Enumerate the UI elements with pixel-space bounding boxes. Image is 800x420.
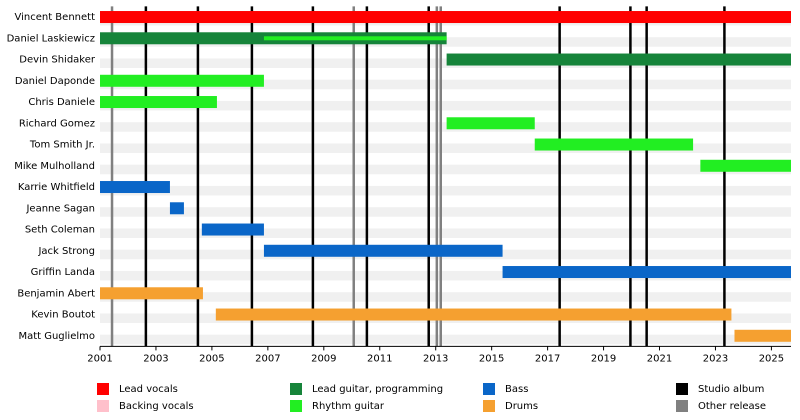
- member-label: Tom Smith Jr.: [29, 140, 95, 151]
- member-label: Richard Gomez: [19, 118, 95, 129]
- member-label: Benjamin Abert: [17, 288, 95, 299]
- membership-bar: [100, 11, 791, 24]
- membership-bar: [446, 117, 535, 130]
- x-tick-label: 2025: [759, 353, 784, 364]
- x-tick-label: 2009: [311, 353, 336, 364]
- membership-bar: [215, 308, 732, 321]
- membership-bar: [700, 159, 791, 172]
- x-tick-label: 2013: [423, 353, 448, 364]
- row-stripe: [100, 58, 791, 69]
- member-label: Vincent Bennett: [14, 12, 95, 23]
- membership-bar: [263, 36, 447, 41]
- row-stripe: [100, 164, 791, 175]
- membership-bar: [100, 74, 264, 87]
- legend-label: Bass: [505, 384, 528, 395]
- row-stripe: [100, 79, 791, 90]
- member-label: Jeanne Sagan: [25, 203, 95, 214]
- legend-label: Lead guitar, programming: [312, 384, 443, 395]
- legend-label: Rhythm guitar: [312, 401, 385, 412]
- member-label: Chris Daniele: [28, 97, 95, 108]
- row-stripe: [100, 292, 791, 302]
- member-label: Matt Guglielmo: [18, 331, 95, 342]
- membership-bar: [100, 287, 203, 300]
- x-tick-label: 2017: [535, 353, 560, 364]
- x-tick-label: 2015: [479, 353, 504, 364]
- membership-bar: [734, 329, 791, 342]
- membership-bar: [100, 96, 217, 109]
- member-label: Kevin Boutot: [31, 310, 95, 321]
- x-tick-label: 2023: [703, 353, 728, 364]
- row-stripe: [100, 334, 791, 345]
- row-stripe: [100, 100, 791, 111]
- membership-bar: [100, 181, 170, 194]
- legend-label: Drums: [505, 401, 538, 412]
- member-label: Karrie Whitfield: [18, 182, 95, 193]
- row-stripe: [100, 207, 791, 217]
- row-stripe: [100, 185, 791, 196]
- row-stripe: [100, 143, 791, 154]
- membership-bar: [169, 202, 184, 215]
- x-tick-label: 2001: [87, 353, 112, 364]
- legend-swatch: [676, 383, 688, 395]
- legend-swatch: [97, 400, 109, 412]
- row-stripe: [100, 122, 791, 132]
- membership-bar: [502, 266, 791, 279]
- legend-label: Other release: [698, 401, 766, 412]
- row-stripe: [100, 270, 791, 281]
- legend-swatch: [290, 383, 302, 395]
- member-label: Jack Strong: [37, 246, 95, 257]
- legend-swatch: [676, 400, 688, 412]
- x-tick-label: 2007: [255, 353, 280, 364]
- legend-label: Studio album: [698, 384, 764, 395]
- x-tick-label: 2003: [143, 353, 168, 364]
- membership-bar: [201, 223, 264, 236]
- legend-swatch: [97, 383, 109, 395]
- membership-bar: [263, 244, 503, 257]
- legend-label: Backing vocals: [119, 401, 194, 412]
- member-label: Devin Shidaker: [19, 55, 96, 66]
- x-tick-label: 2005: [199, 353, 224, 364]
- row-stripe: [100, 228, 791, 239]
- legend-swatch: [290, 400, 302, 412]
- member-label: Daniel Laskiewicz: [7, 33, 95, 44]
- membership-bar: [534, 138, 694, 151]
- member-label: Mike Mulholland: [14, 161, 95, 172]
- x-tick-label: 2011: [367, 353, 392, 364]
- member-label: Griffin Landa: [31, 267, 95, 278]
- member-label: Daniel Daponde: [15, 76, 95, 87]
- x-tick-label: 2021: [647, 353, 672, 364]
- legend-swatch: [483, 383, 495, 395]
- legend-label: Lead vocals: [119, 384, 178, 395]
- membership-bar: [446, 53, 791, 66]
- member-label: Seth Coleman: [25, 225, 95, 236]
- x-tick-label: 2019: [591, 353, 616, 364]
- legend-swatch: [483, 400, 495, 412]
